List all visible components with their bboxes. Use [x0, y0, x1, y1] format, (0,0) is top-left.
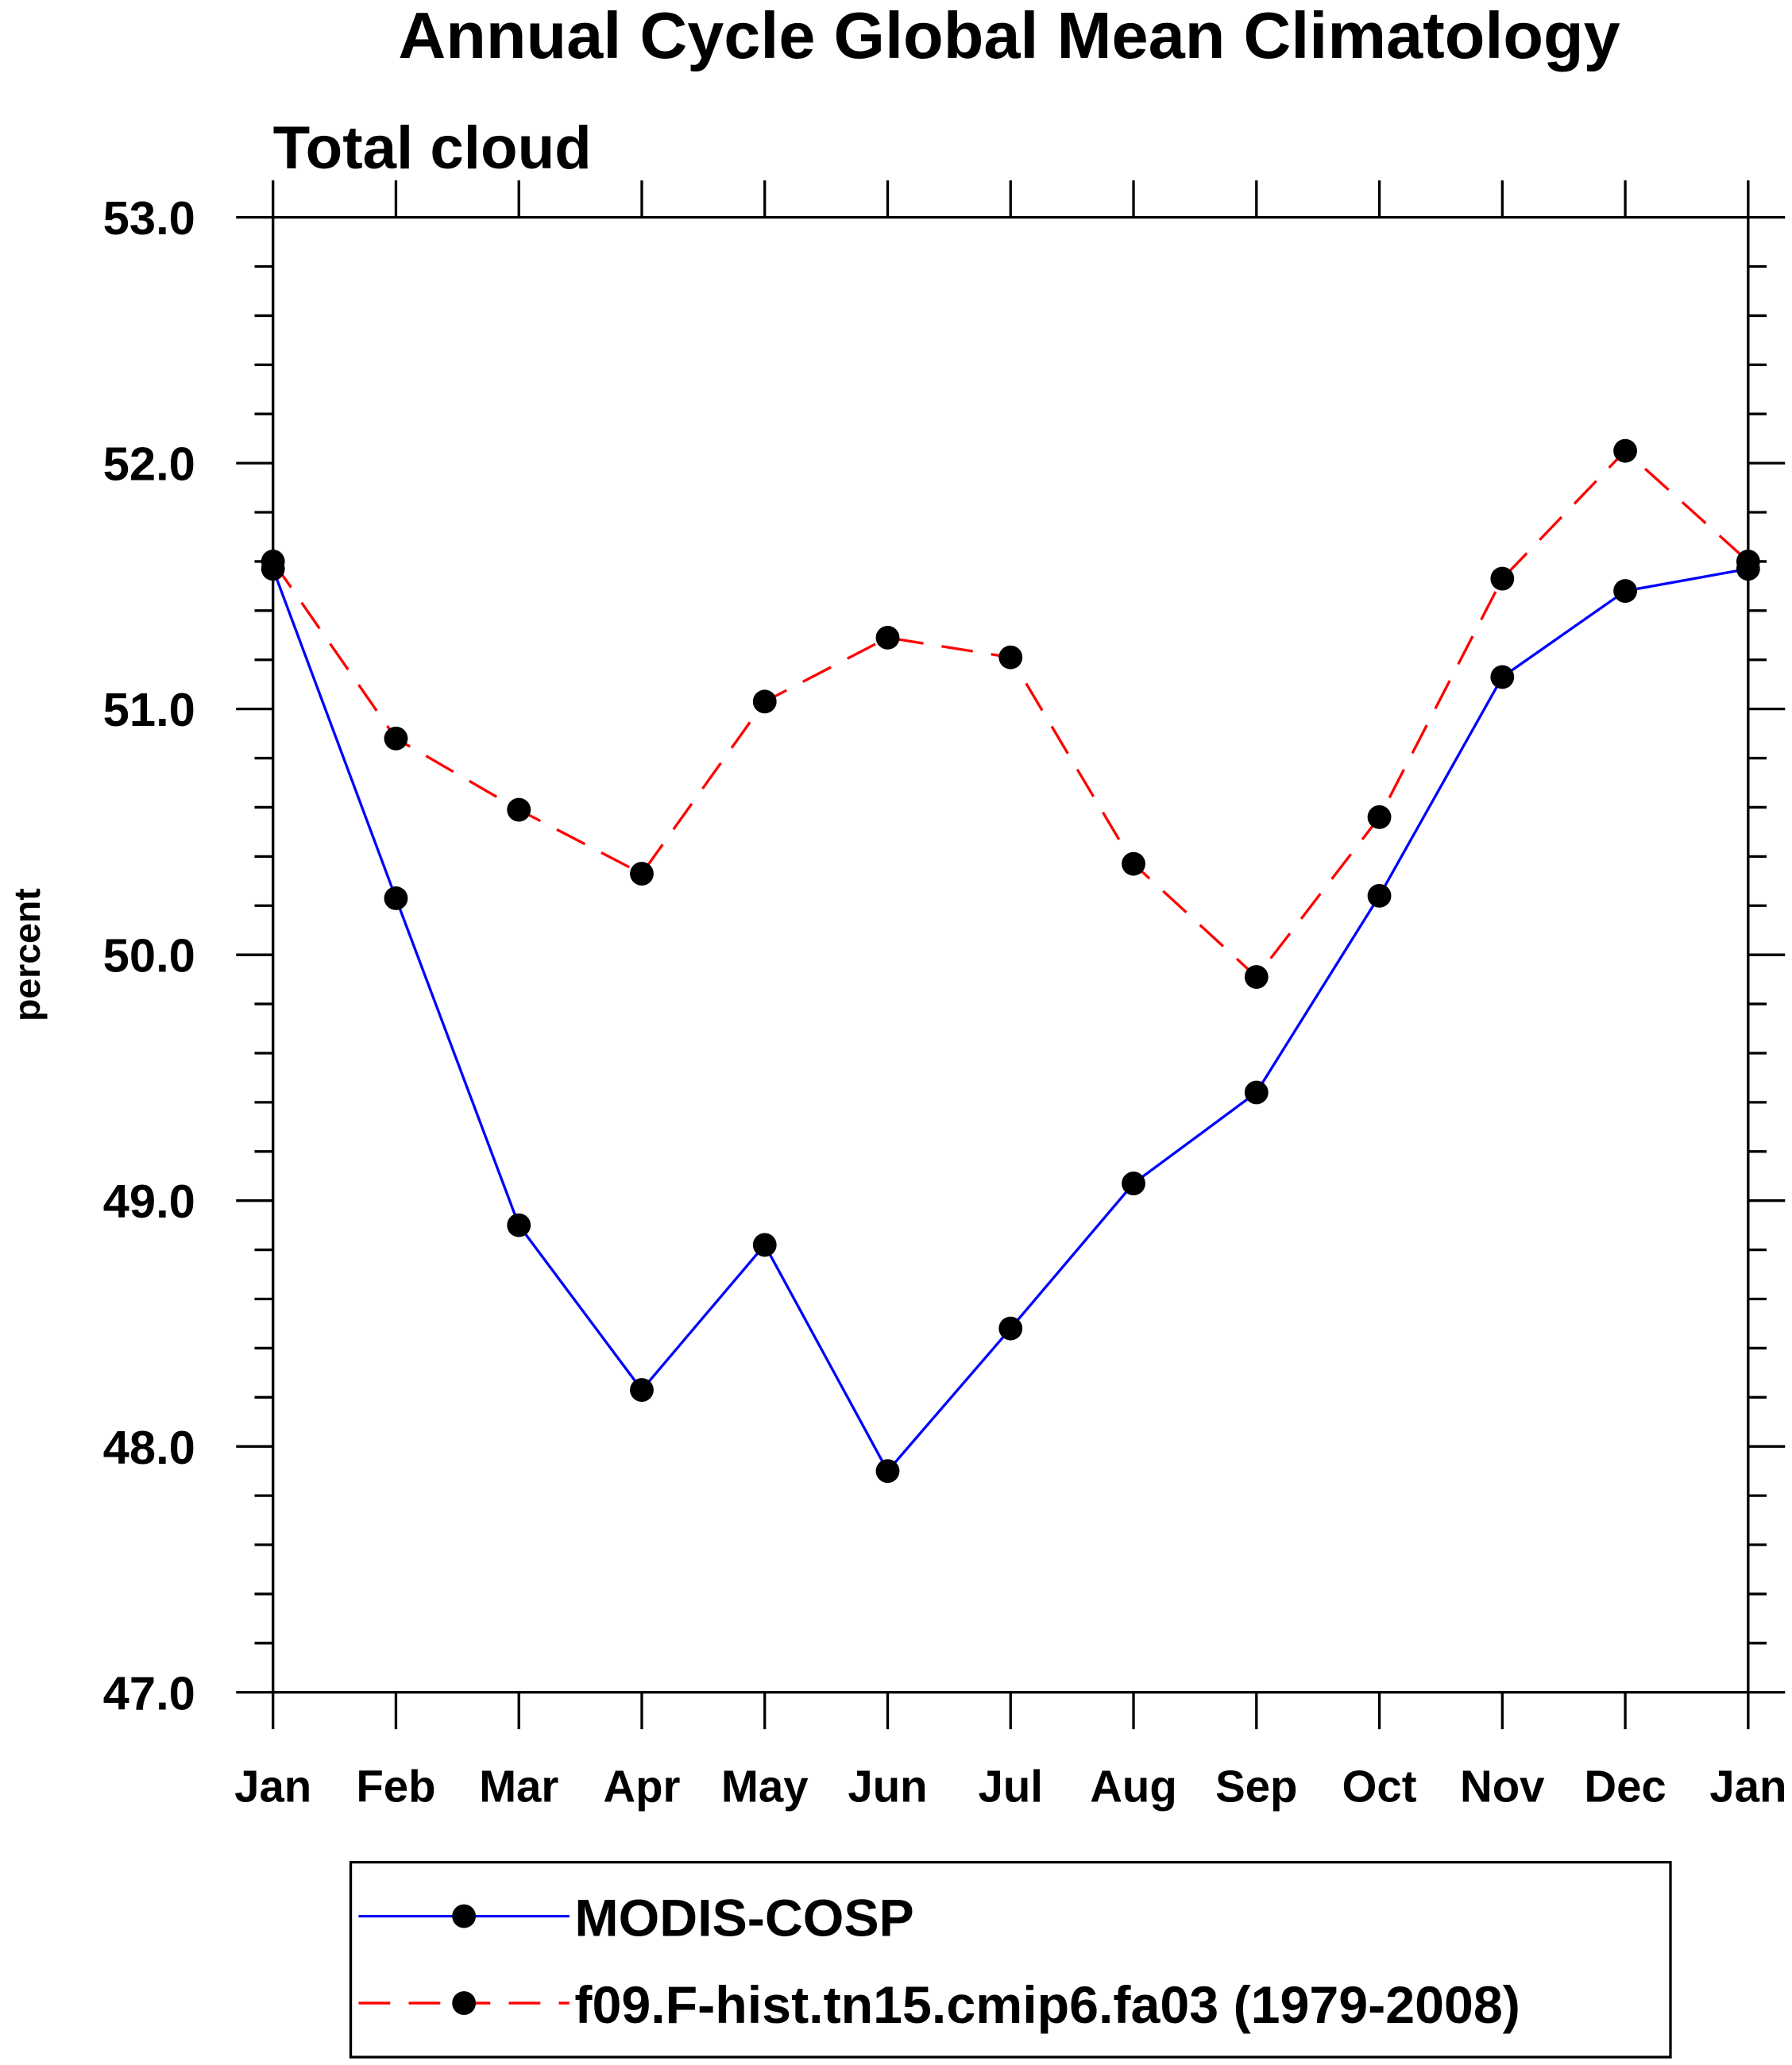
- x-tick-label: Apr: [603, 1761, 680, 1811]
- x-tick-label: Jan: [234, 1761, 311, 1811]
- x-tick-label: Aug: [1090, 1761, 1177, 1811]
- x-tick-label: Sep: [1215, 1761, 1297, 1811]
- legend-label-modis: MODIS-COSP: [574, 1889, 913, 1948]
- plot-frame: [272, 215, 1750, 1694]
- x-tick-label: Feb: [356, 1761, 435, 1811]
- x-tick-label: Oct: [1342, 1761, 1417, 1811]
- y-tick-label: 48.0: [103, 1421, 195, 1474]
- data-point-series-0: [1490, 665, 1515, 689]
- x-tick-label: Nov: [1460, 1761, 1545, 1811]
- data-point-series-0: [1367, 883, 1392, 908]
- data-point-series-1: [998, 645, 1023, 670]
- data-point-series-1: [630, 862, 654, 886]
- y-axis-label: percent: [6, 888, 48, 1021]
- data-point-series-0: [384, 886, 408, 910]
- data-point-series-1: [261, 550, 285, 573]
- legend-marker-model: [452, 1991, 477, 2015]
- data-point-series-1: [507, 797, 531, 822]
- data-point-series-0: [1122, 1171, 1145, 1195]
- x-tick-label: May: [721, 1761, 809, 1811]
- legend-label-model: f09.F-hist.tn15.cmip6.fa03 (1979-2008): [574, 1976, 1520, 2035]
- data-point-series-0: [507, 1213, 531, 1237]
- data-point-series-0: [875, 1459, 900, 1484]
- x-tick-label: Mar: [479, 1761, 558, 1811]
- data-point-series-1: [1736, 550, 1760, 573]
- data-point-series-0: [630, 1378, 654, 1402]
- x-tick-label: Dec: [1584, 1761, 1666, 1811]
- y-tick-label: 51.0: [103, 683, 195, 736]
- x-tick-label: Jan: [1709, 1761, 1786, 1811]
- data-point-series-0: [1613, 579, 1637, 603]
- x-tick-label: Jun: [848, 1761, 927, 1811]
- data-point-series-1: [1367, 805, 1392, 829]
- data-point-series-1: [1244, 965, 1269, 989]
- y-tick-label: 50.0: [103, 929, 195, 982]
- y-tick-label: 53.0: [103, 191, 195, 245]
- axes: 47.0 48.0 49.0 50.0 51.0 52.0 53.0 Jan Feb Mar Apr…: [103, 180, 1786, 1811]
- data-point-series-1: [752, 689, 777, 714]
- data-point-series-1: [1490, 566, 1515, 591]
- data-point-series-0: [752, 1233, 777, 1257]
- series-group: [261, 438, 1760, 1484]
- series-line-1: [272, 449, 1749, 979]
- x-tick-label: Jul: [979, 1761, 1043, 1811]
- y-tick-label: 52.0: [103, 438, 195, 491]
- y-tick-label: 49.0: [103, 1175, 195, 1228]
- data-point-series-0: [1244, 1080, 1269, 1105]
- legend-box: [349, 1860, 1672, 2059]
- data-point-series-1: [1122, 851, 1145, 876]
- data-point-series-1: [384, 726, 408, 751]
- data-point-series-1: [1613, 438, 1637, 463]
- data-point-series-1: [875, 625, 900, 650]
- legend: MODIS-COSP f09.F-hist.tn15.cmip6.fa03 (1…: [349, 1860, 1672, 2059]
- y-tick-label: 47.0: [103, 1666, 195, 1720]
- legend-marker-modis: [452, 1904, 477, 1928]
- chart-title: Annual Cycle Global Mean Climatology: [398, 0, 1620, 72]
- chart-subtitle: Total cloud: [273, 114, 592, 182]
- data-point-series-0: [998, 1316, 1023, 1341]
